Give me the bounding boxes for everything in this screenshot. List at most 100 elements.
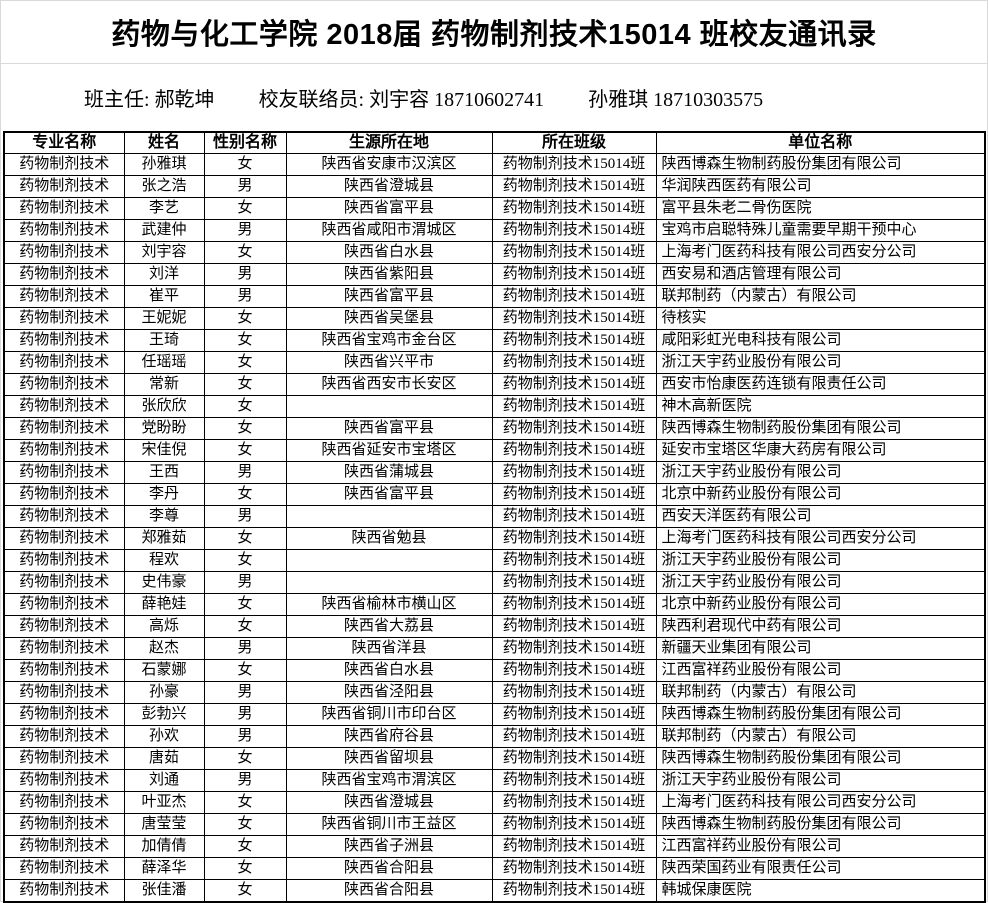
header-row: 专业名称 姓名 性别名称 生源所在地 所在班级 单位名称 <box>3 131 986 154</box>
gender-cell: 女 <box>203 307 287 330</box>
gender-cell: 女 <box>203 659 287 682</box>
gender-cell: 女 <box>203 879 287 903</box>
major-cell: 药物制剂技术 <box>3 857 125 880</box>
class-cell: 药物制剂技术15014班 <box>491 527 657 550</box>
table-row: 药物制剂技术 李尊男 药物制剂技术15014班 西安天洋医药有限公司 <box>3 505 986 528</box>
class-cell: 药物制剂技术15014班 <box>491 725 657 748</box>
alumni-table-body: 药物制剂技术 孙雅琪女陕西省安康市汉滨区 药物制剂技术15014班 陕西博森生物制药股… <box>3 153 986 903</box>
organization-cell: 韩城保康医院 <box>655 879 986 903</box>
origin-cell: 陕西省兴平市 <box>285 351 493 374</box>
gender-cell: 女 <box>203 329 287 352</box>
major-cell: 药物制剂技术 <box>3 747 125 770</box>
page-title: 药物与化工学院 2018届 药物制剂技术15014 班校友通讯录 <box>111 19 877 51</box>
organization-cell: 上海考门医药科技有限公司西安分公司 <box>655 791 986 814</box>
major-cell: 药物制剂技术 <box>3 307 125 330</box>
class-cell: 药物制剂技术15014班 <box>491 791 657 814</box>
major-cell: 药物制剂技术 <box>3 703 125 726</box>
origin-cell: 陕西省洋县 <box>285 637 493 660</box>
origin-cell: 陕西省泾阳县 <box>285 681 493 704</box>
gender-cell: 男 <box>203 681 287 704</box>
name-cell: 薛泽华 <box>123 857 205 880</box>
name-cell: 程欢 <box>123 549 205 572</box>
organization-cell: 上海考门医药科技有限公司西安分公司 <box>655 241 986 264</box>
origin-cell: 陕西省铜川市王益区 <box>285 813 493 836</box>
table-row: 药物制剂技术 孙欢男陕西省府谷县 药物制剂技术15014班 联邦制药（内蒙古）有限公司 <box>3 725 986 748</box>
origin-cell: 陕西省富平县 <box>285 285 493 308</box>
major-cell: 药物制剂技术 <box>3 241 125 264</box>
gender-cell: 女 <box>203 527 287 550</box>
table-row: 药物制剂技术 任瑶瑶女陕西省兴平市 药物制剂技术15014班 浙江天宇药业股份有限公司 <box>3 351 986 374</box>
table-row: 药物制剂技术 孙雅琪女陕西省安康市汉滨区 药物制剂技术15014班 陕西博森生物制药股… <box>3 153 986 176</box>
major-cell: 药物制剂技术 <box>3 417 125 440</box>
gender-cell: 女 <box>203 615 287 638</box>
origin-cell: 陕西省铜川市印台区 <box>285 703 493 726</box>
name-cell: 王琦 <box>123 329 205 352</box>
organization-cell: 富平县朱老二骨伤医院 <box>655 197 986 220</box>
gender-cell: 男 <box>203 263 287 286</box>
class-cell: 药物制剂技术15014班 <box>491 395 657 418</box>
name-cell: 刘宇容 <box>123 241 205 264</box>
gender-cell: 男 <box>203 285 287 308</box>
name-cell: 刘通 <box>123 769 205 792</box>
class-cell: 药物制剂技术15014班 <box>491 241 657 264</box>
name-cell: 张欣欣 <box>123 395 205 418</box>
origin-cell: 陕西省榆林市横山区 <box>285 593 493 616</box>
table-row: 药物制剂技术 李艺女陕西省富平县 药物制剂技术15014班 富平县朱老二骨伤医院 <box>3 197 986 220</box>
table-row: 药物制剂技术 刘洋男陕西省紫阳县 药物制剂技术15014班 西安易和酒店管理有限公司 <box>3 263 986 286</box>
organization-cell: 陕西博森生物制药股份集团有限公司 <box>655 813 986 836</box>
organization-cell: 陕西荣国药业有限责任公司 <box>655 857 986 880</box>
gender-cell: 女 <box>203 857 287 880</box>
gender-cell: 女 <box>203 351 287 374</box>
class-cell: 药物制剂技术15014班 <box>491 879 657 903</box>
name-cell: 王西 <box>123 461 205 484</box>
name-cell: 加倩倩 <box>123 835 205 858</box>
origin-cell: 陕西省澄城县 <box>285 175 493 198</box>
gender-cell: 女 <box>203 197 287 220</box>
class-cell: 药物制剂技术15014班 <box>491 351 657 374</box>
table-row: 药物制剂技术 刘宇容女陕西省白水县 药物制剂技术15014班 上海考门医药科技有限公司… <box>3 241 986 264</box>
name-cell: 郑雅茹 <box>123 527 205 550</box>
name-cell: 张佳潘 <box>123 879 205 903</box>
class-cell: 药物制剂技术15014班 <box>491 549 657 572</box>
gender-cell: 女 <box>203 791 287 814</box>
class-cell: 药物制剂技术15014班 <box>491 175 657 198</box>
table-row: 药物制剂技术 王琦女陕西省宝鸡市金台区 药物制剂技术15014班 咸阳彩虹光电科技有限… <box>3 329 986 352</box>
organization-cell: 浙江天宇药业股份有限公司 <box>655 461 986 484</box>
name-cell: 赵杰 <box>123 637 205 660</box>
class-cell: 药物制剂技术15014班 <box>491 769 657 792</box>
origin-cell: 陕西省勉县 <box>285 527 493 550</box>
table-row: 药物制剂技术 程欢女 药物制剂技术15014班 浙江天宇药业股份有限公司 <box>3 549 986 572</box>
origin-cell: 陕西省延安市宝塔区 <box>285 439 493 462</box>
table-row: 药物制剂技术 张欣欣女 药物制剂技术15014班 神木高新医院 <box>3 395 986 418</box>
table-row: 药物制剂技术 赵杰男陕西省洋县 药物制剂技术15014班 新疆天业集团有限公司 <box>3 637 986 660</box>
table-row: 药物制剂技术 王西男陕西省蒲城县 药物制剂技术15014班 浙江天宇药业股份有限公司 <box>3 461 986 484</box>
gender-cell: 男 <box>203 219 287 242</box>
class-cell: 药物制剂技术15014班 <box>491 307 657 330</box>
organization-cell: 咸阳彩虹光电科技有限公司 <box>655 329 986 352</box>
origin-cell: 陕西省合阳县 <box>285 879 493 903</box>
gender-cell: 女 <box>203 373 287 396</box>
col-header-gender: 性别名称 <box>203 131 287 154</box>
class-cell: 药物制剂技术15014班 <box>491 637 657 660</box>
table-row: 药物制剂技术 高烁女陕西省大荔县 药物制剂技术15014班 陕西利君现代中药有限公司 <box>3 615 986 638</box>
name-cell: 彭勃兴 <box>123 703 205 726</box>
origin-cell: 陕西省富平县 <box>285 417 493 440</box>
name-cell: 武建仲 <box>123 219 205 242</box>
major-cell: 药物制剂技术 <box>3 329 125 352</box>
table-row: 药物制剂技术 叶亚杰女陕西省澄城县 药物制剂技术15014班 上海考门医药科技有限公司… <box>3 791 986 814</box>
table-row: 药物制剂技术 王妮妮女陕西省吴堡县 药物制剂技术15014班 待核实 <box>3 307 986 330</box>
major-cell: 药物制剂技术 <box>3 681 125 704</box>
gender-cell: 女 <box>203 835 287 858</box>
origin-cell: 陕西省合阳县 <box>285 857 493 880</box>
class-cell: 药物制剂技术15014班 <box>491 593 657 616</box>
major-cell: 药物制剂技术 <box>3 483 125 506</box>
organization-cell: 延安市宝塔区华康大药房有限公司 <box>655 439 986 462</box>
organization-cell: 浙江天宇药业股份有限公司 <box>655 549 986 572</box>
gender-cell: 女 <box>203 417 287 440</box>
major-cell: 药物制剂技术 <box>3 197 125 220</box>
organization-cell: 北京中新药业股份有限公司 <box>655 593 986 616</box>
col-header-major: 专业名称 <box>3 131 125 154</box>
name-cell: 叶亚杰 <box>123 791 205 814</box>
name-cell: 李艺 <box>123 197 205 220</box>
